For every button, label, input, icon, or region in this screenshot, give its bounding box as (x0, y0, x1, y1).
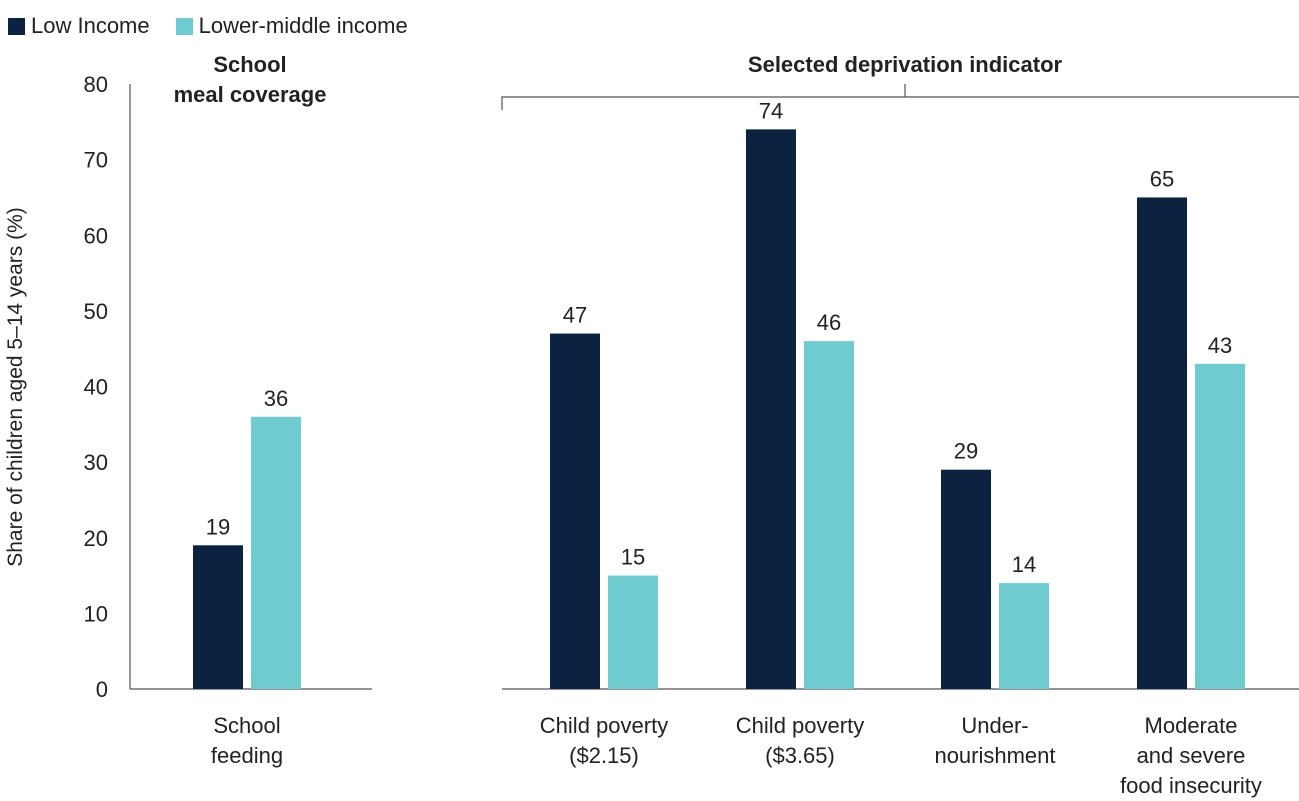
data-label: 47 (563, 303, 587, 328)
bar-low-income (550, 333, 600, 689)
panel-title-selected-deprivation-indicator: Selected deprivation indicator (748, 52, 1063, 77)
y-tick-label: 30 (84, 450, 108, 475)
data-label: 46 (817, 310, 841, 335)
y-tick-label: 20 (84, 526, 108, 551)
bar-low-income (1137, 197, 1187, 689)
bar-lower-middle-income (608, 575, 658, 689)
y-tick-label: 70 (84, 148, 108, 173)
bar-lower-middle-income (804, 341, 854, 689)
y-tick-label: 0 (96, 677, 108, 702)
legend-label-lower-middle-income: Lower-middle income (198, 13, 408, 38)
bracket-line (501, 96, 1299, 110)
bar-low-income (746, 129, 796, 689)
bar-lower-middle-income (999, 583, 1049, 689)
data-label: 74 (759, 98, 783, 123)
data-label: 36 (264, 386, 288, 411)
y-tick-label: 60 (84, 223, 108, 248)
data-label: 43 (1208, 333, 1232, 358)
x-tick-label: Moderate (1145, 713, 1238, 738)
bar-lower-middle-income (251, 416, 301, 689)
y-axis-label: Share of children aged 5–14 years (%) (4, 207, 27, 567)
y-tick-label: 50 (84, 299, 108, 324)
x-tick-label: Under- (961, 713, 1028, 738)
legend: Low Income Lower-middle income (8, 13, 434, 39)
legend-item-lower-middle-income: Lower-middle income (175, 13, 408, 39)
bar-lower-middle-income (1195, 363, 1245, 689)
bar-low-income (941, 469, 991, 689)
x-tick-label: School (213, 713, 280, 738)
data-label: 29 (954, 439, 978, 464)
y-tick-label: 80 (84, 72, 108, 97)
legend-item-low-income: Low Income (8, 13, 150, 39)
legend-swatch-low-income (8, 17, 25, 35)
y-tick-label: 10 (84, 601, 108, 626)
x-tick-label: feeding (211, 743, 283, 768)
data-label: 65 (1150, 166, 1174, 191)
bar-low-income (193, 545, 243, 689)
data-label: 15 (621, 545, 645, 570)
data-label: 19 (206, 514, 230, 539)
data-label: 14 (1012, 552, 1036, 577)
x-tick-label: ($3.65) (765, 743, 835, 768)
panel-title-school-meal-coverage: meal coverage (174, 82, 327, 107)
y-tick-label: 40 (84, 375, 108, 400)
x-tick-label: Child poverty (540, 713, 668, 738)
x-tick-label: food insecurity (1120, 773, 1262, 798)
x-tick-label: Child poverty (736, 713, 864, 738)
x-tick-label: nourishment (934, 743, 1055, 768)
x-tick-label: and severe (1137, 743, 1246, 768)
panel-title-school-meal-coverage: School (213, 52, 286, 77)
x-tick-label: ($2.15) (569, 743, 639, 768)
legend-swatch-lower-middle-income (175, 17, 193, 35)
legend-label-low-income: Low Income (31, 13, 150, 38)
